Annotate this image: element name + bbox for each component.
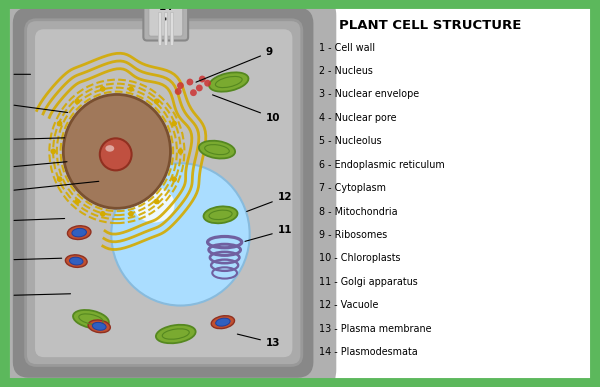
Bar (164, 12, 167, 45)
Circle shape (57, 176, 62, 182)
Ellipse shape (65, 255, 87, 267)
Ellipse shape (88, 320, 110, 333)
Ellipse shape (133, 187, 175, 223)
Text: 7: 7 (1, 255, 62, 265)
Text: 14: 14 (158, 2, 173, 20)
Text: 8 - Mitochondria: 8 - Mitochondria (319, 207, 398, 217)
Circle shape (74, 98, 80, 104)
Text: PLANT CELL STRUCTURE: PLANT CELL STRUCTURE (340, 19, 522, 32)
Text: 10: 10 (212, 95, 280, 123)
Text: 11 - Golgi apparatus: 11 - Golgi apparatus (319, 277, 418, 287)
Text: 2: 2 (1, 99, 68, 113)
Ellipse shape (70, 257, 83, 265)
Circle shape (50, 149, 56, 154)
Circle shape (57, 121, 62, 127)
Text: 7 - Cytoplasm: 7 - Cytoplasm (319, 183, 386, 193)
Circle shape (74, 199, 80, 204)
Text: 4 - Nuclear pore: 4 - Nuclear pore (319, 113, 397, 123)
FancyBboxPatch shape (149, 7, 183, 36)
Ellipse shape (100, 138, 131, 170)
Ellipse shape (203, 206, 238, 223)
Circle shape (175, 88, 182, 95)
Bar (170, 12, 173, 45)
Text: 1: 1 (1, 69, 31, 79)
Text: 10 - Chloroplasts: 10 - Chloroplasts (319, 253, 400, 264)
Circle shape (178, 149, 184, 154)
Text: 8: 8 (1, 291, 71, 300)
Circle shape (190, 89, 197, 96)
Text: 5: 5 (1, 182, 99, 196)
Circle shape (172, 176, 177, 182)
Text: 14 - Plasmodesmata: 14 - Plasmodesmata (319, 347, 418, 357)
Circle shape (177, 82, 184, 89)
Circle shape (204, 80, 211, 87)
Circle shape (100, 86, 106, 92)
Ellipse shape (67, 226, 91, 240)
Circle shape (187, 79, 193, 86)
Circle shape (154, 199, 160, 204)
FancyBboxPatch shape (35, 29, 292, 357)
Ellipse shape (73, 310, 109, 329)
Ellipse shape (156, 325, 196, 343)
Text: 12 - Vacuole: 12 - Vacuole (319, 300, 378, 310)
Bar (158, 12, 161, 45)
Text: 4: 4 (1, 162, 67, 172)
Ellipse shape (211, 316, 235, 329)
FancyBboxPatch shape (143, 0, 188, 41)
Text: 9: 9 (196, 47, 273, 82)
Ellipse shape (92, 322, 106, 330)
Ellipse shape (72, 228, 86, 237)
FancyBboxPatch shape (4, 0, 322, 385)
Text: 11: 11 (245, 225, 292, 241)
Ellipse shape (199, 141, 235, 159)
Text: 5 - Nucleolus: 5 - Nucleolus (319, 136, 382, 146)
Ellipse shape (209, 72, 248, 92)
Text: 13 - Plasma membrane: 13 - Plasma membrane (319, 324, 431, 334)
Text: 9 - Ribosomes: 9 - Ribosomes (319, 230, 387, 240)
FancyBboxPatch shape (26, 20, 302, 365)
Ellipse shape (111, 163, 250, 306)
Circle shape (100, 211, 106, 217)
Text: 3: 3 (1, 135, 65, 144)
FancyBboxPatch shape (16, 10, 311, 375)
Ellipse shape (215, 318, 230, 326)
Circle shape (128, 211, 134, 217)
Ellipse shape (63, 94, 170, 208)
Circle shape (128, 86, 134, 92)
Ellipse shape (106, 145, 114, 152)
Text: 12: 12 (247, 192, 292, 211)
Circle shape (199, 75, 206, 82)
Text: 6 - Endoplasmic reticulum: 6 - Endoplasmic reticulum (319, 160, 445, 170)
Text: 3 - Nuclear envelope: 3 - Nuclear envelope (319, 89, 419, 99)
Circle shape (154, 98, 160, 104)
Text: 6: 6 (1, 216, 65, 226)
Text: 1 - Cell wall: 1 - Cell wall (319, 43, 375, 53)
Text: 2 - Nucleus: 2 - Nucleus (319, 66, 373, 76)
Circle shape (172, 121, 177, 127)
Circle shape (196, 84, 203, 91)
Text: 13: 13 (238, 334, 280, 348)
